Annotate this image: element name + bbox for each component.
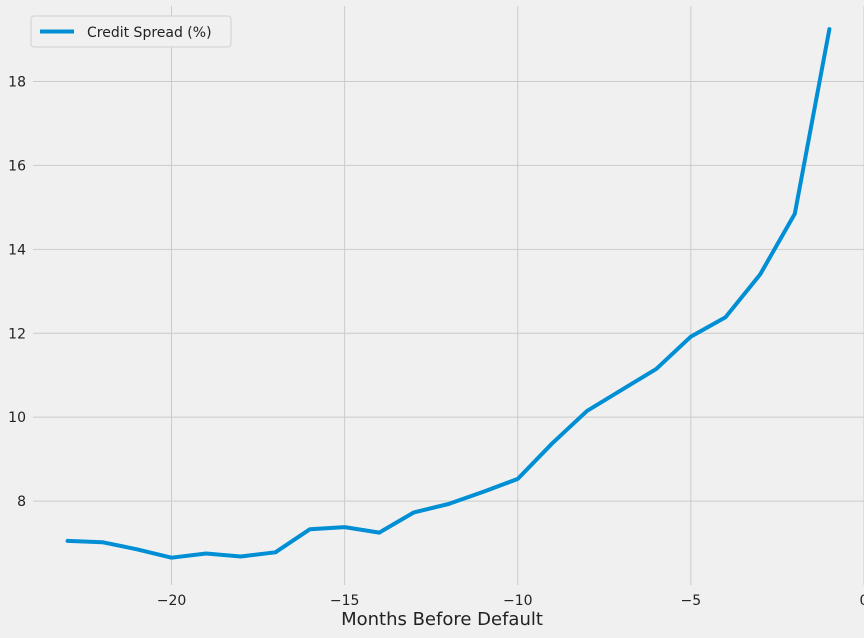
legend: Credit Spread (%) xyxy=(30,15,232,48)
x-axis-ticks: −20 −15 −10 −5 0 xyxy=(157,593,864,609)
x-axis-label: Months Before Default xyxy=(341,609,543,630)
x-tick-label: −15 xyxy=(330,593,360,609)
y-tick-label: 10 xyxy=(8,410,26,426)
x-tick-label: 0 xyxy=(860,593,864,609)
y-tick-label: 16 xyxy=(8,158,26,174)
x-tick-label: −5 xyxy=(681,593,702,609)
legend-entry-credit-spread: Credit Spread (%) xyxy=(87,25,212,41)
x-tick-label: −20 xyxy=(157,593,187,609)
y-tick-label: 12 xyxy=(8,326,26,342)
x-tick-label: −10 xyxy=(503,593,533,609)
y-tick-label: 8 xyxy=(17,494,26,510)
y-tick-label: 18 xyxy=(8,75,26,91)
y-tick-label: 14 xyxy=(8,242,26,258)
y-axis-ticks: 8 10 12 14 16 18 xyxy=(8,75,26,511)
series-layer xyxy=(65,27,832,560)
legend-box xyxy=(30,15,232,48)
grid xyxy=(33,6,864,585)
